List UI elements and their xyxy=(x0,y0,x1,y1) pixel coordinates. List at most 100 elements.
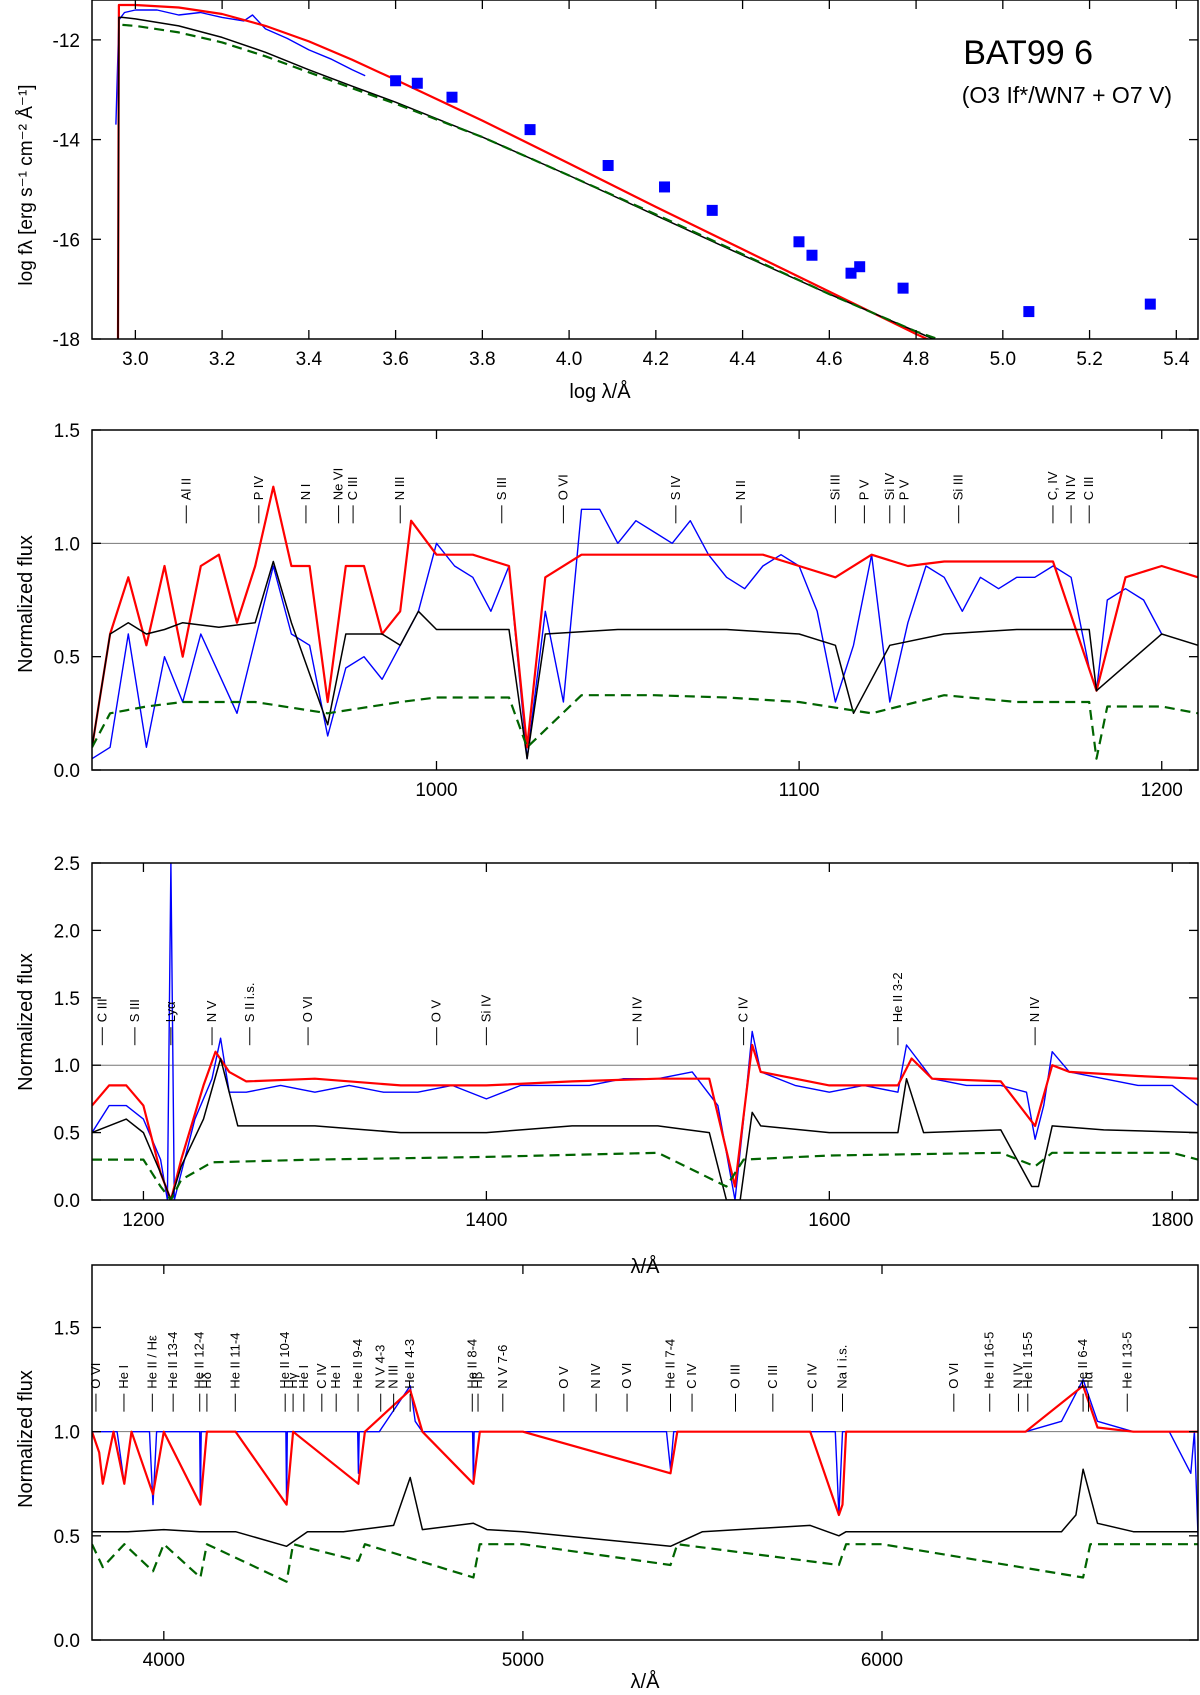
line-id-label: Si III xyxy=(827,474,842,500)
photometry-point xyxy=(845,267,857,279)
x-tick-label: 1800 xyxy=(1151,1210,1193,1231)
line-id-label: He II 11-4 xyxy=(227,1333,242,1389)
photometry-point xyxy=(897,282,909,294)
line-id-label: C IV xyxy=(736,997,751,1023)
optical-axes-frame xyxy=(91,1264,1199,1641)
fuse-series-component-2-model xyxy=(92,694,1198,760)
line-id-label: C III xyxy=(765,1365,780,1389)
fuse-axes-frame xyxy=(91,429,1199,771)
line-id-label: O VI xyxy=(88,1363,103,1389)
line-id-label: Hβ xyxy=(470,1372,485,1389)
y-tick-label: 1.0 xyxy=(54,534,80,555)
line-id-label: P V xyxy=(856,479,871,500)
x-tick-label: 5000 xyxy=(502,1650,544,1671)
sed-y-label: log fλ [erg s⁻¹ cm⁻² Å⁻¹] xyxy=(16,84,37,285)
photometry-point xyxy=(1023,306,1035,318)
photometry-point xyxy=(659,181,671,193)
fuse-x-ticks: 1000 1100 1200 xyxy=(415,430,1183,801)
line-id-label: N IV xyxy=(1011,1363,1026,1389)
x-tick-label: 1200 xyxy=(1141,780,1183,801)
optical-data-layer xyxy=(92,1378,1198,1583)
x-tick-label: 5.2 xyxy=(1076,349,1102,370)
sed-y-ticks: -18 -16 -14 -12 xyxy=(53,31,1198,351)
line-id-label: He II 6-4 xyxy=(1075,1339,1090,1389)
x-tick-label: 1000 xyxy=(415,780,457,801)
line-id-label: He I xyxy=(116,1365,131,1389)
line-id-label: N I xyxy=(298,484,313,501)
uv-y-ticks: 0.0 0.5 1.0 1.5 2.0 2.5 xyxy=(54,854,1198,1212)
line-id-label: He II 13-4 xyxy=(165,1332,180,1389)
sed-series-observed-uv-spectrum xyxy=(115,9,366,125)
uv-x-label: λ/Å xyxy=(631,1255,661,1278)
line-id-label: N V xyxy=(204,1000,219,1022)
x-tick-label: 5.4 xyxy=(1163,349,1190,370)
optical-y-ticks: 0.0 0.5 1.0 1.5 xyxy=(54,1319,1198,1652)
optical-y-label: Normalized flux xyxy=(15,1370,37,1508)
y-tick-label: 1.5 xyxy=(54,1319,80,1340)
sed-spectral-type: (O3 If*/WN7 + O7 V) xyxy=(962,82,1172,108)
optical-series-component-1-model xyxy=(92,1468,1198,1548)
line-id-label: N IV xyxy=(1063,475,1078,501)
y-tick-label: 0.0 xyxy=(54,761,80,782)
line-id-label: Si IV xyxy=(478,994,493,1022)
line-id-label: O VI xyxy=(619,1363,634,1389)
line-id-label: Ne VI xyxy=(331,468,346,501)
y-tick-label: -16 xyxy=(53,230,80,251)
photometry-point xyxy=(806,249,818,261)
line-id-label: N II xyxy=(733,480,748,500)
line-id-label: He I xyxy=(328,1365,343,1389)
line-id-label: He II 9-4 xyxy=(350,1339,365,1389)
y-tick-label: 2.0 xyxy=(54,921,80,942)
photometry-point xyxy=(524,124,536,136)
x-tick-label: 4.2 xyxy=(643,349,669,370)
y-tick-label: 0.5 xyxy=(54,1124,80,1145)
uv-data-layer xyxy=(92,863,1198,1200)
fuse-y-ticks: 0.0 0.5 1.0 1.5 xyxy=(54,421,1198,782)
sed-series-component-2-model xyxy=(122,23,942,339)
line-id-label: He II 8-4 xyxy=(464,1339,479,1389)
line-id-label: He II 15-5 xyxy=(1020,1332,1035,1389)
photometry-point xyxy=(411,77,423,89)
y-tick-label: -18 xyxy=(53,330,80,351)
line-id-label: O V xyxy=(429,999,444,1022)
fuse-data-layer xyxy=(92,485,1198,760)
line-id-label: Al II xyxy=(178,478,193,500)
y-tick-label: 0.5 xyxy=(54,648,80,669)
line-id-label: S III xyxy=(127,999,142,1022)
x-tick-label: 3.4 xyxy=(296,349,323,370)
x-tick-label: 1200 xyxy=(122,1210,164,1231)
fuse-series-component-1-model xyxy=(92,560,1198,760)
y-tick-label: -14 xyxy=(53,131,81,152)
line-id-label: S III xyxy=(494,477,509,500)
uv-axes-frame xyxy=(91,862,1199,1201)
line-id-label: He II 3-2 xyxy=(890,972,905,1022)
line-id-label: Hδ xyxy=(199,1372,214,1389)
sed-x-ticks: 3.0 3.2 3.4 3.6 3.8 4.0 4.2 4.4 4.6 4.8 5.0 5.2 5.4 xyxy=(122,0,1190,370)
sed-x-label: log λ/Å xyxy=(569,380,631,403)
uv-line-ids: C III S III Lyα N V S II i.s. O VI O V Si IV N I… xyxy=(94,972,1042,1046)
line-id-label: C III xyxy=(1081,476,1096,500)
line-id-label: He II / Hε xyxy=(144,1335,159,1389)
y-tick-label: 0.0 xyxy=(54,1631,80,1652)
x-tick-label: 5.0 xyxy=(990,349,1016,370)
x-tick-label: 4.4 xyxy=(729,349,756,370)
line-id-label: C III xyxy=(94,998,109,1022)
x-tick-label: 3.8 xyxy=(469,349,495,370)
optical-series-component-2-model xyxy=(92,1543,1198,1583)
x-tick-label: 3.6 xyxy=(382,349,408,370)
uv-x-ticks: 1200 1400 1600 1800 xyxy=(122,863,1193,1231)
line-id-label: C IV xyxy=(684,1363,699,1389)
line-id-label: N III xyxy=(386,1365,401,1389)
optical-panel: 4000 5000 6000 0.0 0.5 1.0 1.5 O VI He I He II … xyxy=(15,1264,1199,1693)
uv-series-component-1-model xyxy=(92,1057,1198,1200)
photometry-point xyxy=(446,91,458,103)
y-tick-label: 2.5 xyxy=(54,854,80,875)
x-tick-label: 1100 xyxy=(779,780,820,801)
line-id-label: He II 13-5 xyxy=(1119,1332,1134,1389)
sed-axes-frame xyxy=(91,0,1199,340)
line-id-label: He II 10-4 xyxy=(277,1332,292,1389)
x-tick-label: 1600 xyxy=(808,1210,850,1231)
photometry-point xyxy=(706,204,718,216)
line-id-label: O VI xyxy=(946,1363,961,1389)
line-id-label: He II 16-5 xyxy=(982,1332,997,1389)
